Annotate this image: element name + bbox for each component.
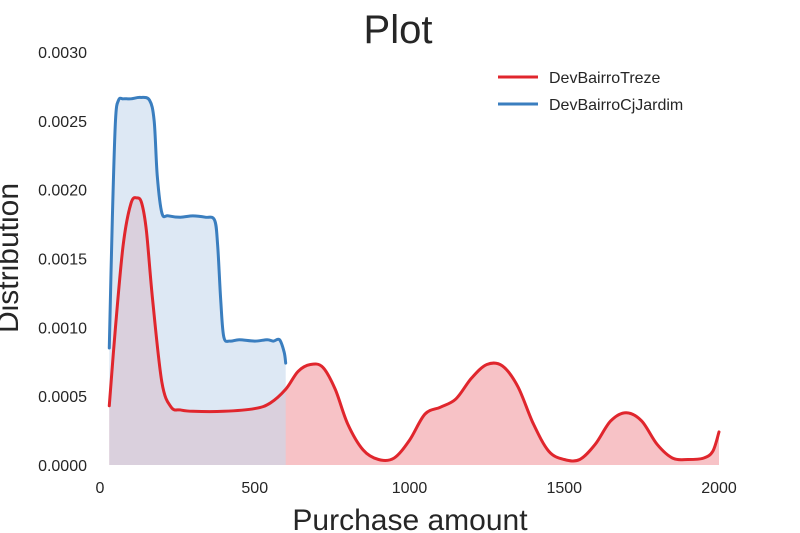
y-tick-label: 0.0020: [38, 183, 87, 200]
y-tick-label: 0.0005: [38, 389, 87, 406]
legend: DevBairroTreze DevBairroCjJardim: [498, 70, 683, 114]
x-tick-label: 500: [241, 480, 268, 497]
y-axis-label: Distribution: [0, 183, 25, 333]
x-tick-label: 1500: [546, 480, 582, 497]
y-tick-label: 0.0010: [38, 320, 87, 337]
x-tick-label: 2000: [701, 480, 737, 497]
x-tick-label: 1000: [392, 480, 428, 497]
y-axis-ticks: 0.0000 0.0005 0.0010 0.0015 0.0020 0.0025 0.00…: [38, 45, 87, 475]
x-axis-ticks: 0 500 1000 1500 2000: [96, 480, 737, 497]
y-tick-label: 0.0025: [38, 114, 87, 131]
series-line-devbairrotreze: [107, 196, 721, 463]
series-line-devbairrocjjardim: [107, 95, 288, 365]
area-fills: [109, 97, 719, 466]
x-axis-label: Purchase amount: [292, 504, 528, 533]
y-tick-label: 0.0000: [38, 458, 87, 475]
x-tick-label: 0: [96, 480, 105, 497]
y-tick-label: 0.0030: [38, 45, 87, 62]
series-lines: [107, 95, 721, 463]
y-tick-label: 0.0015: [38, 252, 87, 269]
chart-title: Plot: [364, 8, 433, 52]
area-fill-devbairrocjjardim: [109, 97, 286, 466]
legend-label: DevBairroTreze: [549, 70, 661, 87]
legend-label: DevBairroCjJardim: [549, 97, 683, 114]
